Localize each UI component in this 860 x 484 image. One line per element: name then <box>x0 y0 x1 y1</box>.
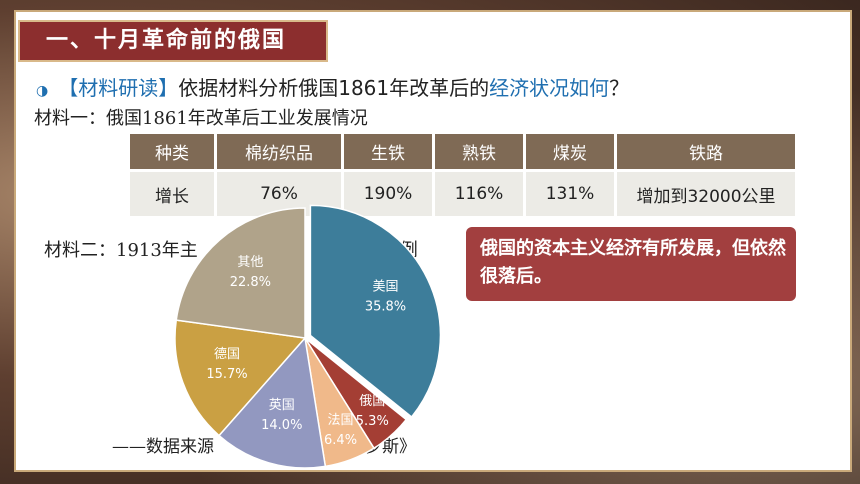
table-header-row: 种类 棉纺织品 生铁 熟铁 煤炭 铁路 <box>130 134 795 171</box>
pie-slice-value-label: 22.8% <box>230 275 271 290</box>
table-header-cell: 煤炭 <box>524 134 617 171</box>
data-source-left: ——数据来源 <box>112 437 214 457</box>
question-suffix: ？ <box>609 76 630 100</box>
table-row: 增长 76% 190% 116% 131% 增加到32000公里 <box>130 169 795 216</box>
bullet-icon: ◑ <box>36 83 49 99</box>
table-header-cell: 种类 <box>130 134 217 171</box>
material-one-title: 材料一：俄国1861年改革后工业发展情况 <box>34 108 368 129</box>
table-header-cell: 棉纺织品 <box>215 134 344 171</box>
question-line: ◑ 【材料研读】依据材料分析俄国1861年改革后的经济状况如何？ <box>36 72 629 101</box>
table-cell: 增加到32000公里 <box>615 169 795 216</box>
pie-slice-value-label: 15.7% <box>206 367 247 382</box>
section-title: 一、十月革命前的俄国 <box>46 28 287 53</box>
material-two-title-left: 材料二：1913年主 <box>44 240 198 261</box>
table-cell: 190% <box>342 169 435 216</box>
pie-slice-value-label: 14.0% <box>261 418 302 433</box>
table-header-cell: 生铁 <box>342 134 435 171</box>
pie-slice <box>174 319 307 437</box>
pie-slice-value-label: 35.8% <box>365 300 406 315</box>
table-header-cell: 熟铁 <box>433 134 526 171</box>
table-header-cell: 铁路 <box>615 134 795 171</box>
question-highlight: 经济状况如何 <box>489 76 610 100</box>
pie-slice-value-label: 6.4% <box>324 433 357 448</box>
pie-slice-label: 其他 <box>237 255 263 270</box>
industry-growth-table: 种类 棉纺织品 生铁 熟铁 煤炭 铁路 增长 76% 190% 116% 131… <box>130 134 795 216</box>
conclusion-box: 俄国的资本主义经济有所发展，但依然很落后。 <box>466 227 796 301</box>
pie-slice <box>217 336 327 469</box>
pie-slice-label: 俄国 <box>359 394 385 409</box>
pie-slice-label: 英国 <box>269 398 295 413</box>
pie-slice-value-label: 5.3% <box>356 414 389 429</box>
question-prefix: 【材料研读】 <box>58 76 179 100</box>
pie-slice-label: 美国 <box>372 280 398 295</box>
section-title-banner: 一、十月革命前的俄国 <box>18 20 328 62</box>
pie-slice-label: 德国 <box>214 347 240 362</box>
question-text: 依据材料分析俄国1861年改革后的 <box>178 76 490 100</box>
pie-slice-label: 法国 <box>328 413 354 428</box>
industry-share-pie-chart: 美国 35.8% 俄国 5.3%法国 6.4% 英国 14.0% 德国 15.7% 其他 22.8% <box>174 204 442 469</box>
table-cell: 131% <box>524 169 617 216</box>
pie-slice <box>309 204 442 419</box>
pie-slice <box>175 207 306 339</box>
conclusion-text: 俄国的资本主义经济有所发展，但依然很落后。 <box>480 238 786 287</box>
table-cell: 增长 <box>130 169 217 216</box>
table-cell: 116% <box>433 169 526 216</box>
